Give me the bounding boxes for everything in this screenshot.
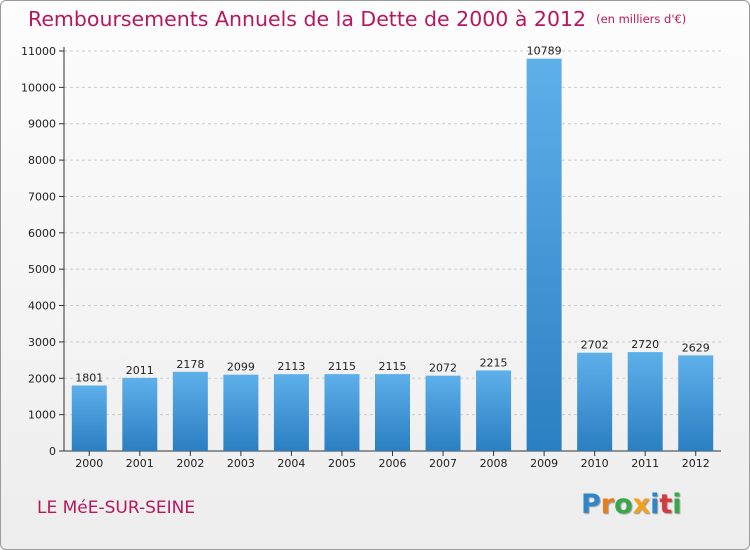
y-tick-label: 9000 (28, 118, 56, 131)
y-tick-label: 7000 (28, 190, 56, 203)
x-tick-label: 2008 (480, 457, 508, 470)
proxiti-logo: Proxiti (581, 489, 682, 520)
bar-2012 (678, 355, 714, 451)
bar-value-label: 2720 (631, 338, 659, 351)
bar-value-label: 2113 (277, 360, 305, 373)
chart-title: Remboursements Annuels de la Dette de 20… (28, 7, 686, 31)
y-tick-label: 10000 (21, 81, 56, 94)
bar-value-label: 2099 (227, 361, 255, 374)
bar-value-label: 2702 (581, 339, 609, 352)
logo-letter: r (600, 489, 615, 520)
logo-letter: o (614, 489, 633, 520)
bar-2010 (577, 352, 613, 451)
bar-value-label: 2115 (328, 360, 356, 373)
bar-2006 (375, 374, 410, 451)
y-tick-label: 2000 (28, 372, 56, 385)
x-tick-label: 2012 (682, 457, 710, 470)
x-tick-label: 2001 (126, 457, 154, 470)
bar-2000 (71, 385, 107, 451)
logo-letter: x (632, 489, 651, 520)
logo-letter: i (672, 489, 682, 520)
bar-value-label: 2011 (126, 364, 154, 377)
bar-value-label: 2072 (429, 362, 457, 375)
x-tick-label: 2007 (429, 457, 457, 470)
chart-title-text: Remboursements Annuels de la Dette de 20… (28, 7, 587, 31)
y-tick-label: 1000 (28, 409, 56, 422)
logo-letter: i (650, 489, 660, 520)
bar-value-label: 10789 (527, 45, 562, 58)
bar-value-label: 2115 (379, 360, 407, 373)
chart-unit: (en milliers d'€) (596, 12, 687, 26)
x-tick-label: 2002 (176, 457, 204, 470)
bar-2003 (223, 374, 259, 451)
x-tick-label: 2000 (75, 457, 103, 470)
y-tick-label: 4000 (28, 300, 56, 313)
x-tick-label: 2010 (581, 457, 609, 470)
bar-value-label: 1801 (75, 372, 103, 385)
y-tick-label: 0 (49, 445, 56, 458)
y-tick-label: 8000 (28, 154, 56, 167)
bar-2002 (172, 371, 208, 451)
x-tick-label: 2006 (379, 457, 407, 470)
x-tick-label: 2011 (631, 457, 659, 470)
bar-2011 (627, 352, 663, 451)
bar-2007 (425, 375, 461, 451)
y-tick-label: 11000 (21, 45, 56, 58)
y-tick-label: 6000 (28, 227, 56, 240)
y-tick-label: 5000 (28, 263, 56, 276)
bar-2008 (476, 370, 512, 451)
bar-value-label: 2215 (480, 356, 508, 369)
x-tick-label: 2004 (277, 457, 305, 470)
y-tick-label: 3000 (28, 336, 56, 349)
bar-2004 (273, 374, 309, 451)
city-name: LE MéE-SUR-SEINE (37, 498, 196, 518)
x-tick-label: 2009 (530, 457, 558, 470)
x-tick-label: 2005 (328, 457, 356, 470)
bar-value-label: 2629 (682, 341, 710, 354)
logo-letter: P (581, 489, 601, 520)
bar-2009 (526, 58, 562, 451)
bar-2001 (122, 377, 158, 451)
x-tick-label: 2003 (227, 457, 255, 470)
logo-letter: t (659, 489, 673, 520)
bar-value-label: 2178 (176, 358, 204, 371)
bar-2005 (324, 374, 360, 451)
